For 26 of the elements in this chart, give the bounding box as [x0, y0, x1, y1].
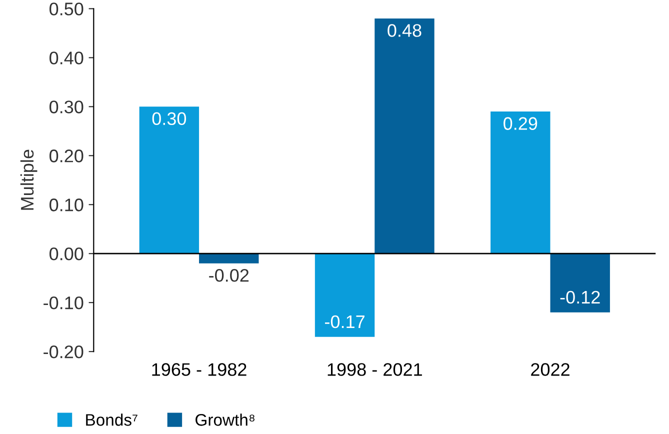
- data-label: 0.29: [504, 117, 538, 130]
- y-tick-label: 0.30: [50, 100, 84, 114]
- legend-label: Growth⁸: [196, 414, 254, 426]
- y-tick-label: 0.20: [50, 150, 84, 162]
- y-tick-label: -0.10: [44, 296, 84, 310]
- x-tick-label: 1998 - 2021: [328, 363, 422, 376]
- bar: [550, 254, 610, 312]
- data-label: -0.17: [325, 315, 364, 328]
- y-tick-label: 0.40: [50, 52, 84, 64]
- bar: [490, 112, 550, 254]
- y-tick-label: 0.50: [50, 2, 84, 16]
- bar: [314, 254, 375, 337]
- data-label: 0.30: [152, 112, 186, 126]
- legend-label: Bonds⁷: [86, 414, 138, 426]
- data-label: 0.48: [388, 24, 422, 37]
- bar: [139, 106, 200, 254]
- data-label: -0.12: [560, 290, 600, 304]
- y-tick-label: 0.10: [50, 198, 84, 212]
- y-tick-label: 0.00: [50, 248, 84, 260]
- y-axis-title: Multiple: [20, 150, 38, 210]
- x-tick-label: 2022: [531, 363, 570, 376]
- x-tick-label: 1965 - 1982: [152, 363, 246, 376]
- y-tick-label: -0.20: [44, 345, 84, 358]
- bar: [199, 254, 259, 264]
- bar: [374, 18, 434, 254]
- data-label: -0.02: [209, 268, 249, 282]
